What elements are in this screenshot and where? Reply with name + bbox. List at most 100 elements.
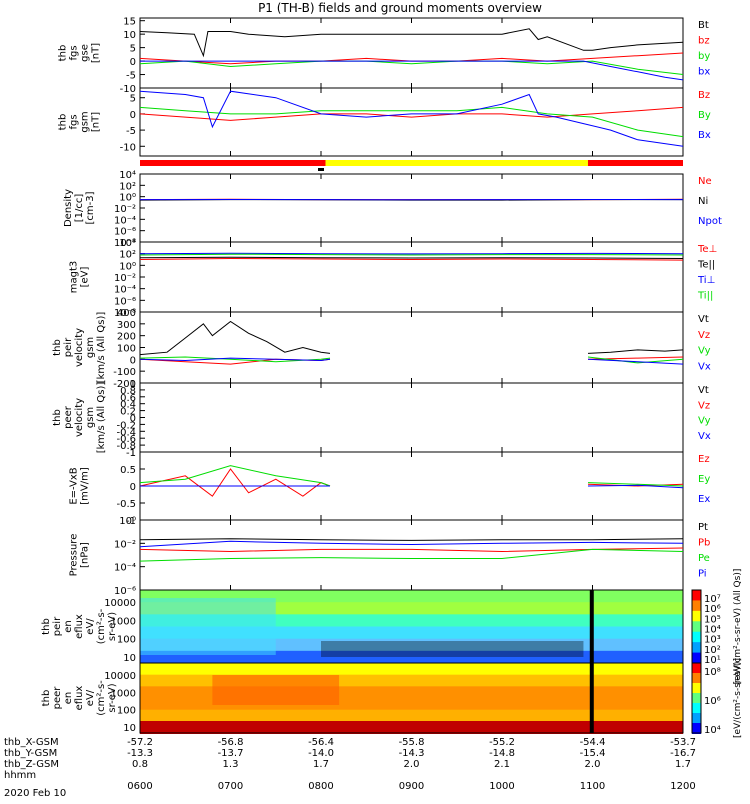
time-tick-label-2: 0800 <box>308 781 333 792</box>
panel-peer_spectrogram-ylabel-line-4: eV/ <box>85 689 96 706</box>
panel-density-ytick-label-5: 10⁻⁶ <box>114 227 136 238</box>
panel-peer_spectrogram-ytick-label-2: 100 <box>117 706 136 717</box>
panel-peir_velocity-ytick-label-0: 400 <box>117 308 136 319</box>
panel-efield-ytick-label-2: 0 <box>130 482 136 493</box>
panel-peir_spectrogram-ylabel-line-5: (cm²-s- <box>96 608 107 644</box>
panel-peer_velocity-ylabel-line-1: peer <box>63 405 74 429</box>
panel-peer_spectrogram-colorbar-seg-4 <box>692 703 701 714</box>
panel-fgs_gse-legend-0: Bt <box>698 20 709 31</box>
panel-frame-fgs_gsm <box>140 88 683 156</box>
panel-fgs_gse-series-1 <box>140 53 683 64</box>
panel-peir_velocity-ytick-label-3: 100 <box>117 344 136 355</box>
panel-efield-ylabel-line-1: [mV/m] <box>80 467 91 505</box>
panel-peer_spectrogram-patch-1 <box>140 721 683 733</box>
position-row-2-value-4: 2.1 <box>494 759 510 770</box>
panel-peir_spectrogram-ytick-label-2: 100 <box>117 635 136 646</box>
panel-peer_spectrogram-colorbar-seg-1 <box>692 673 701 684</box>
panel-temperature-ytick-label-3: 10⁻² <box>114 273 136 284</box>
panel-efield-legend-2: Ex <box>698 494 710 505</box>
panel-pressure-ytick-label-2: 10⁻⁴ <box>114 563 136 574</box>
panel-density-legend-2: Npot <box>698 216 722 227</box>
panel-pressure-ylabel-line-1: [nPa] <box>80 542 91 568</box>
panel-peir_velocity-ytick-label-4: 0 <box>130 355 136 366</box>
panel-fgs_gse-ylabel-line-1: fgs <box>69 45 80 60</box>
time-tick-label-5: 1100 <box>580 781 605 792</box>
position-row-1-value-2: -14.0 <box>308 748 334 759</box>
panel-fgs_gse-ytick-label-0: 15 <box>123 17 136 28</box>
panel-fgs_gse-legend-3: bx <box>698 67 710 78</box>
panel-peer_spectrogram-ylabel-line-2: en <box>63 692 74 705</box>
panel-temperature-ylabel: magt3[eV] <box>69 261 91 294</box>
panel-peer_spectrogram-colorbar-label-1: 10⁶ <box>704 696 721 707</box>
panel-temperature-ytick-label-5: 10⁻⁶ <box>114 296 136 307</box>
panel-peir_spectrogram-colorbar-label-6: 10¹ <box>704 655 721 666</box>
panel-peer_spectrogram-gap <box>590 663 594 733</box>
position-row-0-value-4: -55.2 <box>489 737 515 748</box>
panel-peer_spectrogram-colorbar-seg-3 <box>692 693 701 704</box>
panel-temperature-ylabel-line-1: [eV] <box>80 267 91 288</box>
panel-peer_spectrogram-colorbar-title: [eV/(cm²-s-sr-eV)] <box>733 658 743 738</box>
panel-fgs_gsm-ytick-label-2: -5 <box>126 126 136 137</box>
panel-fgs_gse-ylabel-line-3: [nT] <box>91 43 102 63</box>
panel-fgs_gse-legend-1: bz <box>698 36 710 47</box>
panel-temperature-ytick-label-4: 10⁻⁴ <box>114 285 136 296</box>
panel-temperature-legend-0: Te⊥ <box>697 244 717 255</box>
date-label: 2020 Feb 10 <box>4 788 66 799</box>
panel-peir_spectrogram-ytick-label-0: 10000 <box>104 598 136 609</box>
position-row-2-value-3: 2.0 <box>404 759 420 770</box>
panel-pressure-legend-0: Pt <box>698 522 708 533</box>
panel-frame-peer_velocity <box>140 383 683 452</box>
panel-fgs_gse-ytick-label-4: -5 <box>126 71 136 82</box>
panel-pressure-legend-2: Pe <box>698 553 710 564</box>
mode-bar-segment-1 <box>326 160 588 166</box>
panel-pressure-ylabel-line-0: Pressure <box>69 534 80 577</box>
panel-density-ylabel-line-2: [cm-3] <box>85 191 96 224</box>
position-row-0-value-0: -57.2 <box>127 737 153 748</box>
panel-peir_spectrogram-colorbar-seg-1 <box>692 600 701 611</box>
panel-fgs_gsm-ytick-label-0: 5 <box>130 94 136 105</box>
panel-efield-ytick-label-1: 0.5 <box>120 465 136 476</box>
position-row-0-value-5: -54.4 <box>580 737 606 748</box>
panel-peer_spectrogram-band-4 <box>140 710 683 723</box>
panel-pressure-ylabel: Pressure[nPa] <box>69 534 91 577</box>
panel-temperature-legend-2: Ti⊥ <box>697 275 715 286</box>
panel-pressure-series-3 <box>140 541 683 547</box>
panel-temperature-legend-1: Te|| <box>697 260 715 271</box>
panel-peer_velocity-ylabel-line-0: thb <box>52 409 63 426</box>
mode-bar-segment-0 <box>140 160 326 166</box>
panel-efield-series-2 <box>140 485 683 487</box>
panel-peir_spectrogram-ytick-label-3: 10 <box>123 653 136 664</box>
position-row-label-1: thb_Y-GSM <box>4 748 57 759</box>
position-row-0-value-1: -56.8 <box>218 737 244 748</box>
panel-peer_spectrogram-ylabel-line-0: thb <box>41 690 52 707</box>
panel-fgs_gsm-ylabel-line-0: thb <box>58 114 69 131</box>
panel-peer_spectrogram-colorbar-seg-2 <box>692 683 701 694</box>
panel-peir_spectrogram-colorbar-seg-6 <box>692 653 701 664</box>
panel-peir_spectrogram-patch-0 <box>140 598 276 655</box>
panel-peir_spectrogram-colorbar-seg-0 <box>692 590 701 601</box>
panel-pressure-legend-1: Pb <box>698 538 710 549</box>
panel-density-ytick-label-0: 10⁴ <box>119 170 136 181</box>
panel-peer_spectrogram-ytick-label-0: 10000 <box>104 671 136 682</box>
panel-peir_velocity-ytick-label-5: -100 <box>113 367 136 378</box>
panel-pressure-ytick-label-1: 10⁻² <box>114 539 136 550</box>
panel-pressure-ytick-label-0: 10⁰ <box>119 516 136 527</box>
panel-peer_velocity-legend-1: Vz <box>698 400 710 411</box>
panel-peer_velocity-ylabel-line-3: gsm <box>85 407 96 428</box>
panel-peer_velocity-legend-2: Vy <box>698 416 711 427</box>
position-row-1-value-5: -15.4 <box>580 748 606 759</box>
panel-efield-ytick-label-3: -0.5 <box>116 499 136 510</box>
panel-pressure-legend-3: Pi <box>698 569 707 580</box>
panel-temperature-legend-3: Ti|| <box>697 291 713 302</box>
panel-peer_spectrogram-colorbar-title-text: [eV/(cm²-s-sr-eV)] <box>733 658 743 738</box>
panel-efield-ylabel: E=-VxB[mV/m] <box>69 467 91 505</box>
panel-peir_velocity-legend-0: Vt <box>698 314 709 325</box>
panel-density-ylabel-line-1: [1/cc] <box>74 194 85 223</box>
panel-peer_velocity-ylabel-line-4: [km/s (All Qs)] <box>96 382 107 454</box>
plot-title: P1 (TH-B) fields and ground moments over… <box>258 1 542 15</box>
panel-frame-fgs_gse <box>140 18 683 88</box>
